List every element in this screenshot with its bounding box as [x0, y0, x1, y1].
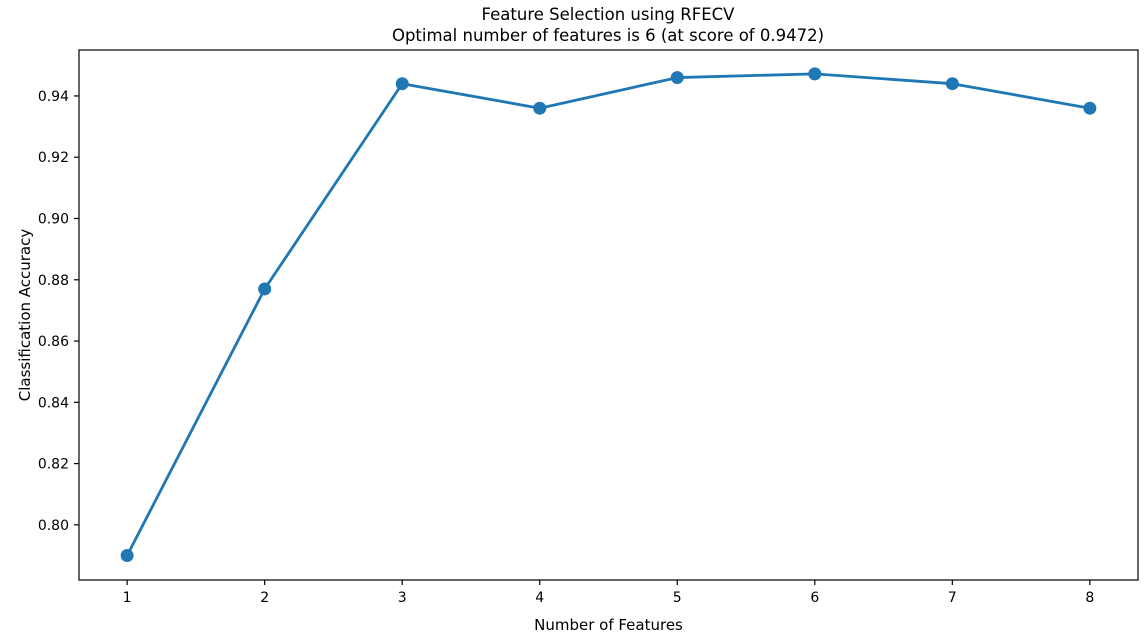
x-tick-label: 8	[1085, 590, 1094, 606]
y-tick-label: 0.94	[38, 89, 69, 105]
y-tick-label: 0.84	[38, 395, 69, 411]
chart-subtitle: Optimal number of features is 6 (at scor…	[392, 26, 824, 45]
x-tick-label: 1	[123, 590, 132, 606]
accuracy-series	[120, 67, 1097, 562]
data-point	[395, 77, 409, 91]
data-point	[670, 71, 684, 85]
plot-border	[78, 49, 1139, 581]
x-tick-label: 2	[260, 590, 269, 606]
data-point	[808, 67, 822, 81]
data-point	[1083, 101, 1097, 115]
x-tick-label: 3	[398, 590, 407, 606]
data-point	[120, 548, 134, 562]
data-point	[533, 101, 547, 115]
y-tick-label: 0.88	[38, 273, 69, 289]
data-point	[945, 77, 959, 91]
x-tick-label: 6	[810, 590, 819, 606]
y-tick-label: 0.92	[38, 150, 69, 166]
accuracy-line	[125, 72, 1092, 557]
x-axis-ticks: 1 2 3 4 5 6 7 8	[123, 580, 1094, 606]
x-tick-label: 7	[948, 590, 957, 606]
data-point	[258, 282, 272, 296]
x-axis-label: Number of Features	[534, 616, 683, 634]
x-tick-label: 4	[535, 590, 544, 606]
y-axis-ticks: 0.80 0.82 0.84 0.86 0.88 0.90 0.92 0.94	[38, 89, 79, 534]
chart-title: Feature Selection using RFECV	[482, 5, 736, 24]
y-tick-label: 0.90	[38, 211, 69, 227]
x-tick-label: 5	[673, 590, 682, 606]
y-axis-label: Classification Accuracy	[16, 229, 34, 402]
y-tick-label: 0.86	[38, 334, 69, 350]
y-tick-label: 0.82	[38, 457, 69, 473]
y-tick-label: 0.80	[38, 518, 69, 534]
